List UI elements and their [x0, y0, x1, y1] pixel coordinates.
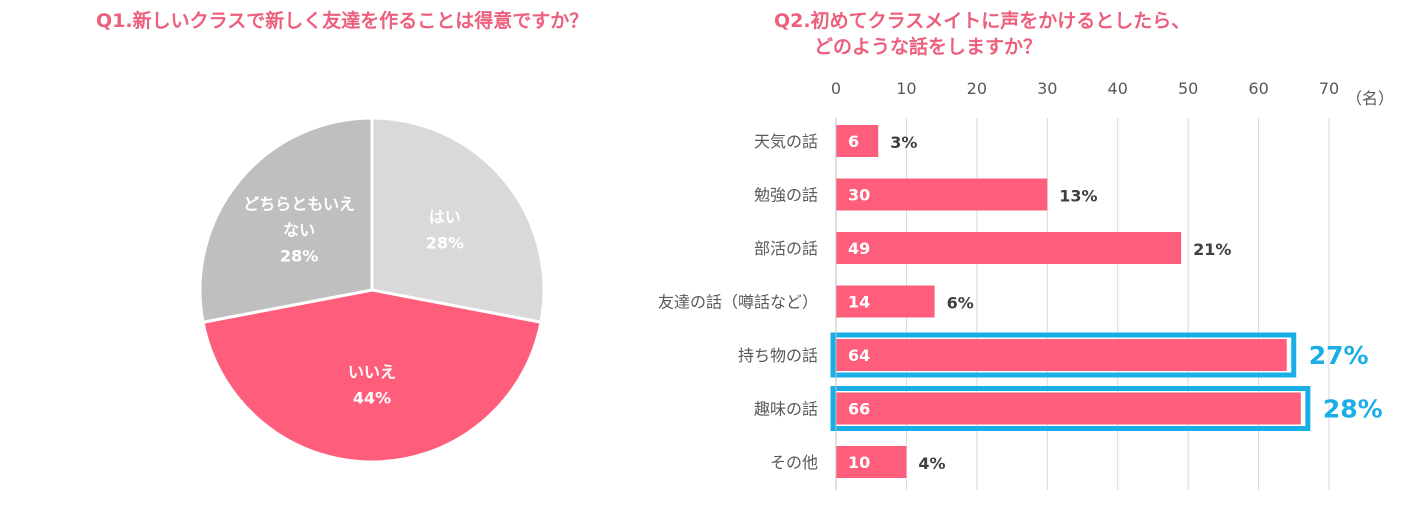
pie-slice	[370, 116, 546, 324]
bar-chart-title-line2: どのような話をしますか？	[814, 36, 1043, 58]
pie-value-label: 44%	[353, 389, 391, 408]
pie-slice	[201, 288, 543, 464]
x-tick-label: 50	[1178, 79, 1198, 98]
pie-slice-label: どちらともいえ	[243, 195, 355, 214]
bar	[836, 125, 879, 157]
bar-value-label: 6	[848, 132, 859, 151]
pie-value-label: 28%	[280, 247, 318, 266]
category-label: 天気の話	[754, 132, 818, 151]
bar-value-label: 64	[848, 346, 870, 365]
x-tick-label: 10	[896, 79, 916, 98]
bar-value-label: 14	[848, 293, 870, 312]
highlight-box	[830, 332, 1297, 378]
bar-percent-label: 28%	[1323, 395, 1383, 424]
bar-percent-label: 21%	[1193, 240, 1231, 259]
bar-percent-label: 27%	[1309, 341, 1369, 370]
pie-value-label: 28%	[426, 234, 464, 253]
category-label: 持ち物の話	[738, 346, 818, 365]
category-label: 友達の話（噂話など）	[658, 293, 818, 312]
x-tick-label: 30	[1037, 79, 1057, 98]
category-label: 部活の話	[754, 239, 818, 258]
bar-percent-label: 3%	[890, 133, 917, 152]
x-tick-label: 70	[1319, 79, 1339, 98]
x-tick-label: 40	[1108, 79, 1128, 98]
category-label: 趣味の話	[754, 400, 818, 419]
bar-value-label: 49	[848, 239, 870, 258]
bar	[836, 339, 1287, 371]
bar-percent-label: 6%	[947, 294, 974, 313]
pie-slice-label: ない	[283, 221, 315, 240]
x-tick-label: 0	[831, 79, 841, 98]
pie-slice-label: いいえ	[348, 363, 396, 382]
x-tick-label: 20	[967, 79, 987, 98]
bar-chart-title-line1: Q2.初めてクラスメイトに声をかけるとしたら、	[774, 10, 1191, 32]
bar-value-label: 10	[848, 453, 870, 472]
highlight-box	[830, 386, 1311, 431]
bar	[836, 178, 1048, 211]
bar	[836, 232, 1182, 264]
bar	[836, 285, 935, 318]
pie-chart-title: Q1.新しいクラスで新しく友達を作ることは得意ですか？	[96, 10, 589, 32]
bar-value-label: 30	[848, 186, 870, 205]
bar-value-label: 66	[848, 400, 870, 419]
pie-slice	[198, 116, 374, 324]
x-unit-label: （名）	[1346, 89, 1394, 108]
x-tick-label: 60	[1248, 79, 1268, 98]
bar	[836, 446, 907, 478]
bar-percent-label: 13%	[1059, 187, 1097, 206]
category-label: その他	[770, 453, 818, 472]
pie-slice-label: はい	[429, 208, 461, 227]
bar-percent-label: 4%	[918, 454, 945, 473]
category-label: 勉強の話	[754, 186, 818, 205]
bar	[836, 392, 1301, 425]
